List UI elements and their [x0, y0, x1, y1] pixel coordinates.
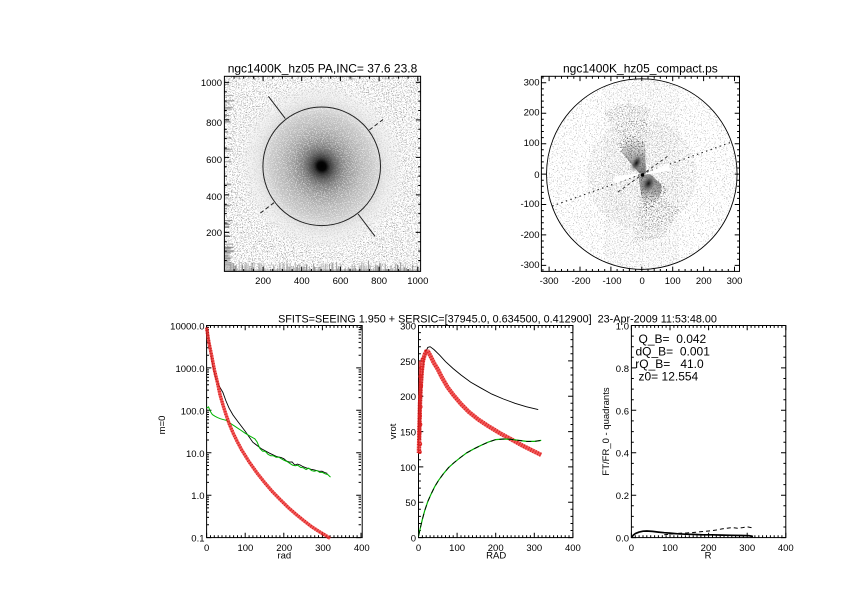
svg-text:ngc1400K_hz05_compact.ps: ngc1400K_hz05_compact.ps	[563, 62, 718, 76]
svg-text:z0= 12.554: z0= 12.554	[639, 370, 699, 384]
svg-text:400: 400	[294, 276, 310, 287]
svg-text:0: 0	[534, 170, 539, 181]
svg-text:-100: -100	[602, 276, 621, 287]
svg-text:0: 0	[416, 543, 421, 554]
svg-text:-200: -200	[571, 276, 590, 287]
svg-text:1.0: 1.0	[191, 491, 204, 502]
svg-text:ngc1400K_hz05 PA,INC= 37.6 23.: ngc1400K_hz05 PA,INC= 37.6 23.8	[228, 62, 418, 76]
svg-text:0: 0	[629, 543, 634, 554]
svg-text:50: 50	[405, 498, 416, 509]
svg-text:100: 100	[237, 543, 253, 554]
svg-text:1000.0: 1000.0	[175, 364, 204, 375]
svg-text:dQ_B= 0.001: dQ_B= 0.001	[636, 345, 711, 359]
svg-text:0.6: 0.6	[616, 406, 629, 417]
svg-text:rQ_B= 41.0: rQ_B= 41.0	[635, 357, 704, 371]
svg-text:100: 100	[524, 138, 540, 149]
svg-text:400: 400	[778, 543, 794, 554]
svg-text:200: 200	[255, 276, 271, 287]
svg-text:0: 0	[411, 534, 416, 545]
svg-text:m=0: m=0	[157, 416, 168, 435]
svg-text:250: 250	[400, 357, 416, 368]
svg-text:Q_B= 0.042: Q_B= 0.042	[639, 332, 707, 346]
svg-text:200: 200	[488, 543, 504, 554]
svg-text:600: 600	[206, 155, 222, 166]
svg-text:200: 200	[276, 543, 292, 554]
svg-text:200: 200	[400, 392, 416, 403]
svg-text:-100: -100	[520, 199, 539, 210]
svg-text:300: 300	[524, 78, 540, 89]
svg-text:200: 200	[206, 228, 222, 239]
svg-text:100: 100	[400, 463, 416, 474]
svg-text:1000: 1000	[201, 78, 222, 89]
svg-text:-300: -300	[540, 276, 559, 287]
svg-text:-200: -200	[520, 230, 539, 241]
svg-text:10000.0: 10000.0	[170, 322, 204, 333]
svg-text:300: 300	[315, 543, 331, 554]
svg-text:rad: rad	[277, 551, 291, 562]
svg-text:400: 400	[354, 543, 370, 554]
svg-text:600: 600	[333, 276, 349, 287]
svg-text:300: 300	[400, 322, 416, 333]
svg-text:200: 200	[524, 108, 540, 119]
svg-text:R: R	[705, 551, 712, 562]
svg-text:300: 300	[526, 543, 542, 554]
svg-text:0: 0	[204, 543, 209, 554]
svg-text:SFITS=SEEING 1.950 + SERSIC=[3: SFITS=SEEING 1.950 + SERSIC=[37945.0, 0.…	[278, 314, 717, 326]
svg-text:0.1: 0.1	[191, 534, 204, 545]
svg-text:300: 300	[739, 543, 755, 554]
svg-text:0.0: 0.0	[616, 534, 629, 545]
svg-text:1.0: 1.0	[616, 322, 629, 333]
svg-text:100: 100	[449, 543, 465, 554]
svg-text:800: 800	[371, 276, 387, 287]
svg-text:300: 300	[727, 276, 743, 287]
svg-text:400: 400	[206, 192, 222, 203]
svg-text:0.4: 0.4	[616, 449, 629, 460]
svg-text:0.2: 0.2	[616, 491, 629, 502]
svg-text:100: 100	[662, 543, 678, 554]
svg-text:10.0: 10.0	[186, 449, 205, 460]
svg-text:vrot: vrot	[388, 423, 399, 439]
svg-text:800: 800	[206, 118, 222, 129]
svg-text:1000: 1000	[407, 276, 428, 287]
svg-text:-300: -300	[520, 260, 539, 271]
svg-text:0.8: 0.8	[616, 364, 629, 375]
svg-text:FT/FR_0 - quadrants: FT/FR_0 - quadrants	[601, 387, 612, 475]
svg-text:150: 150	[400, 428, 416, 439]
svg-text:0: 0	[640, 276, 645, 287]
svg-text:RAD: RAD	[486, 551, 506, 562]
svg-text:200: 200	[701, 543, 717, 554]
svg-text:400: 400	[565, 543, 581, 554]
svg-text:200: 200	[696, 276, 712, 287]
svg-text:100: 100	[665, 276, 681, 287]
svg-text:100.0: 100.0	[181, 406, 205, 417]
